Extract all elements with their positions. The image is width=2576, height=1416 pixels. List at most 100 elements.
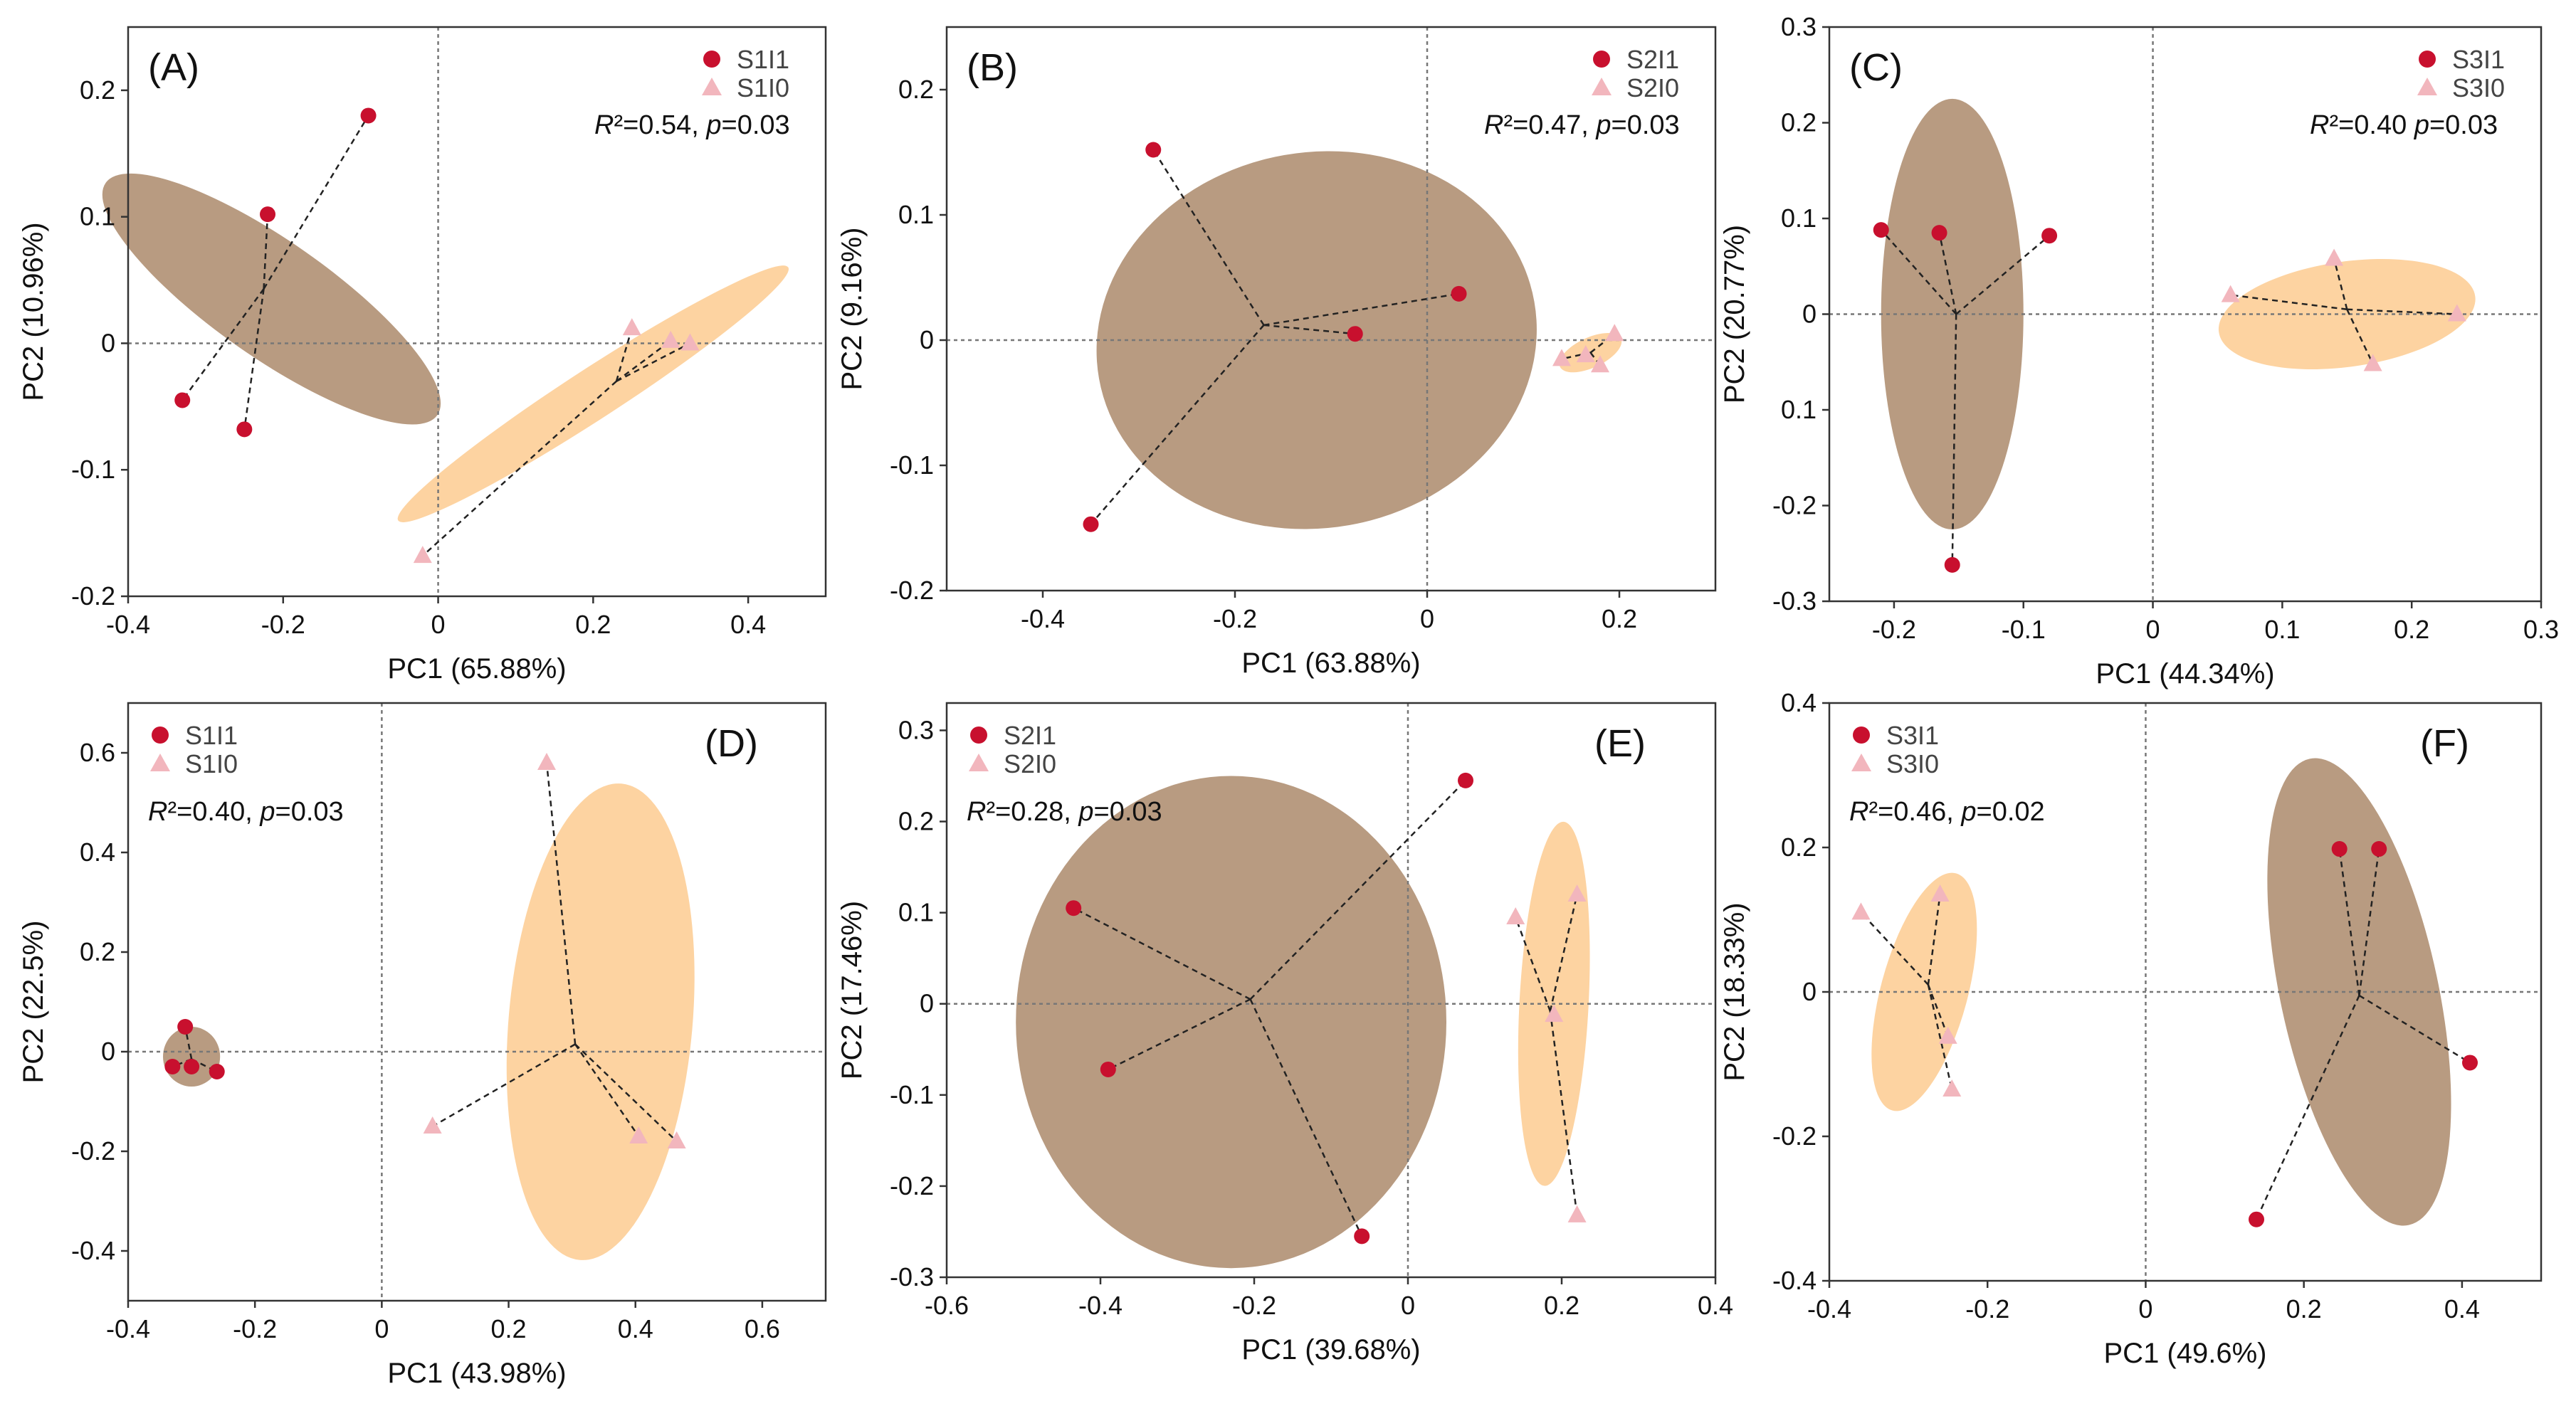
y-axis-label: PC2 (17.46%) bbox=[836, 901, 868, 1079]
y-tick-label: 0.6 bbox=[80, 738, 115, 767]
y-axis-label: PC2 (9.16%) bbox=[836, 228, 868, 391]
spider-line-s3i0 bbox=[2346, 309, 2374, 364]
spider-line-s1i1 bbox=[243, 288, 265, 430]
y-tick-label: 0.2 bbox=[1781, 833, 1817, 862]
x-tick-label: 0.4 bbox=[618, 1314, 653, 1343]
y-tick-label: 0 bbox=[920, 989, 934, 1018]
y-tick-label: 0.1 bbox=[80, 202, 115, 231]
y-tick-label: 0.2 bbox=[80, 75, 115, 105]
point-s1i0 bbox=[622, 318, 641, 336]
y-tick-label: -0.1 bbox=[890, 1080, 934, 1109]
x-tick-label: -0.2 bbox=[1232, 1291, 1276, 1320]
confidence-ellipse-s3i0 bbox=[2218, 258, 2476, 370]
x-tick-label: 0.2 bbox=[2286, 1294, 2322, 1323]
spider-line-s3i1 bbox=[1938, 232, 1957, 315]
spider-line-s3i0 bbox=[2333, 258, 2348, 310]
point-s1i1 bbox=[174, 392, 191, 408]
y-tick-label: 0.2 bbox=[1781, 108, 1817, 137]
spider-line-s1i0 bbox=[616, 339, 671, 382]
legend-entry-s1i0: S1I0 bbox=[185, 749, 238, 778]
stat-annotation: R²=0.28, p=0.03 bbox=[967, 797, 1162, 827]
point-s2i1 bbox=[1354, 1228, 1370, 1245]
x-tick-label: -0.2 bbox=[261, 610, 305, 639]
x-axis-label: PC1 (49.6%) bbox=[2104, 1338, 2267, 1369]
y-tick-label: -0.3 bbox=[1772, 586, 1817, 615]
x-tick-label: -0.4 bbox=[1078, 1291, 1123, 1320]
point-s1i1 bbox=[184, 1059, 200, 1074]
legend-marker-s3i1 bbox=[1853, 727, 1870, 744]
legend-entry-s3i0: S3I0 bbox=[1886, 749, 1939, 778]
stat-annotation: R²=0.40, p=0.03 bbox=[148, 797, 344, 827]
panel-letter: (F) bbox=[2420, 722, 2469, 765]
spider-line-s3i1 bbox=[2338, 848, 2360, 996]
legend-marker-s1i0 bbox=[150, 754, 170, 771]
spider-line-s1i1 bbox=[263, 115, 369, 290]
spider-line-s2i1 bbox=[1152, 149, 1265, 326]
point-s2i0 bbox=[1552, 349, 1571, 366]
point-s3i1 bbox=[2041, 228, 2058, 244]
point-s3i1 bbox=[1931, 225, 1947, 241]
x-tick-label: 0.6 bbox=[745, 1314, 780, 1343]
y-tick-label: 0 bbox=[1802, 300, 1817, 329]
y-tick-label: 0.1 bbox=[1781, 395, 1817, 424]
x-tick-label: 0 bbox=[1401, 1291, 1415, 1320]
point-s1i0 bbox=[629, 1126, 648, 1143]
plot-frame bbox=[127, 26, 827, 598]
x-axis-label: PC1 (44.34%) bbox=[2096, 658, 2274, 689]
point-s3i1 bbox=[2249, 1211, 2264, 1227]
x-tick-label: 0.4 bbox=[730, 610, 766, 639]
spider-line-s3i1 bbox=[2358, 848, 2380, 996]
confidence-ellipse-s1i0 bbox=[506, 783, 695, 1260]
x-axis-label: PC1 (39.68%) bbox=[1241, 1334, 1420, 1365]
x-tick-label: -0.2 bbox=[1213, 604, 1257, 633]
spider-line-s1i0 bbox=[574, 1043, 640, 1137]
spider-line-s3i1 bbox=[1955, 235, 2050, 315]
x-tick-label: 0.4 bbox=[2444, 1294, 2480, 1323]
stat-annotation: R²=0.54, p=0.03 bbox=[594, 110, 790, 140]
legend-marker-s3i1 bbox=[2419, 51, 2436, 68]
x-tick-label: 0.2 bbox=[1544, 1291, 1579, 1320]
point-s1i1 bbox=[360, 107, 377, 124]
point-s1i0 bbox=[423, 1116, 442, 1134]
x-tick-label: 0.2 bbox=[491, 1314, 527, 1343]
x-tick-label: -0.4 bbox=[106, 610, 150, 639]
point-s3i0 bbox=[1938, 1026, 1957, 1044]
point-s1i1 bbox=[260, 206, 275, 223]
spider-line-s3i0 bbox=[1860, 912, 1929, 986]
y-tick-label: -0.2 bbox=[71, 581, 115, 611]
point-s1i1 bbox=[236, 421, 253, 438]
panel-letter: (A) bbox=[148, 46, 199, 89]
legend-marker-s3i0 bbox=[2417, 78, 2437, 95]
point-s1i1 bbox=[177, 1019, 194, 1035]
point-s2i1 bbox=[1145, 142, 1162, 158]
y-axis-label: PC2 (10.96%) bbox=[18, 222, 49, 401]
spider-line-s2i1 bbox=[1108, 998, 1251, 1071]
y-tick-label: 0 bbox=[920, 325, 934, 354]
panel-letter: (D) bbox=[705, 722, 758, 765]
y-tick-label: 0 bbox=[101, 1037, 115, 1066]
point-s2i1 bbox=[1451, 285, 1467, 302]
x-tick-label: 0.2 bbox=[575, 610, 611, 639]
y-tick-label: 0.2 bbox=[898, 807, 934, 836]
legend-entry-s2i0: S2I0 bbox=[1626, 73, 1679, 102]
legend-marker-s2i1 bbox=[970, 727, 987, 744]
spider-line-s2i0 bbox=[1549, 1010, 1578, 1216]
point-s3i1 bbox=[2371, 841, 2387, 857]
x-tick-label: -0.4 bbox=[1807, 1294, 1851, 1323]
panel-c: -0.2 -0.1 0 0.1 0.2 0.3 -0.3 -0.2 0.1 0 0.1 0.2 0.3 P… bbox=[1719, 12, 2559, 689]
y-tick-label: 0.1 bbox=[898, 200, 934, 229]
y-tick-label: -0.2 bbox=[1772, 491, 1817, 520]
y-tick-label: 0.3 bbox=[1781, 12, 1817, 41]
point-s2i1 bbox=[1066, 900, 1082, 916]
spider-line-s2i1 bbox=[1249, 780, 1466, 1000]
spider-line-s2i0 bbox=[1515, 916, 1551, 1012]
legend-entry-s1i1: S1I1 bbox=[185, 721, 238, 750]
point-s3i0 bbox=[1942, 1079, 1962, 1097]
point-s2i0 bbox=[1567, 1205, 1587, 1222]
spider-line-s1i1 bbox=[184, 1026, 193, 1060]
x-tick-label: 0.2 bbox=[2394, 615, 2429, 644]
stat-annotation: R²=0.40 p=0.03 bbox=[2310, 110, 2498, 140]
spider-line-s1i0 bbox=[616, 342, 691, 382]
point-s2i0 bbox=[1545, 1005, 1564, 1023]
